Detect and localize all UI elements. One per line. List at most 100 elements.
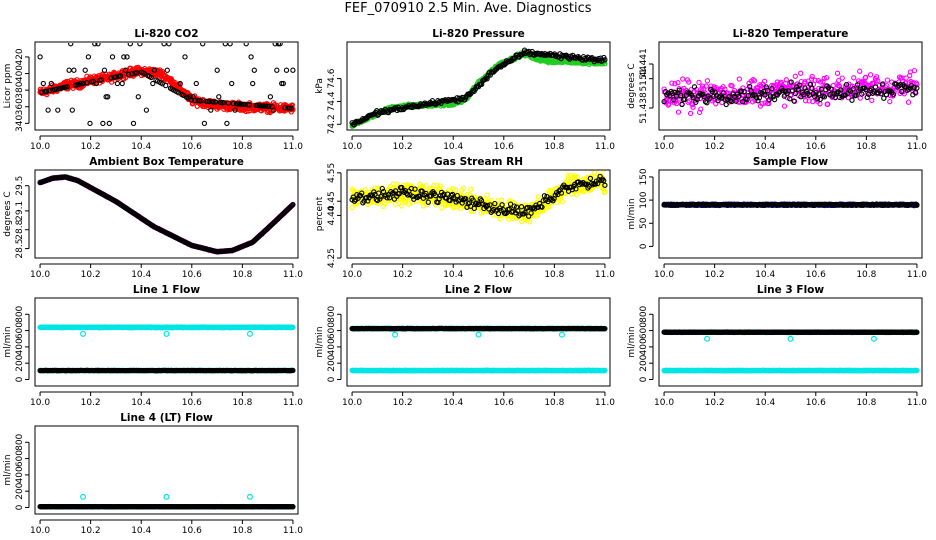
data-point <box>361 198 367 204</box>
x-tick-label: 10.6 <box>806 270 826 280</box>
x-tick-label: 10.4 <box>131 142 151 152</box>
data-point <box>676 87 682 93</box>
data-point <box>686 79 692 85</box>
data-point <box>119 80 125 87</box>
data-point <box>695 93 702 99</box>
data-point <box>428 193 434 199</box>
x-tick-label: 10.4 <box>755 142 775 152</box>
data-point <box>66 67 72 73</box>
data-point <box>250 80 256 87</box>
y-axis-label: Licor ppm <box>3 64 13 109</box>
data-point <box>708 83 714 89</box>
chart-title: Li-820 Pressure <box>432 28 525 40</box>
data-point <box>869 97 875 103</box>
data-point <box>884 77 891 83</box>
data-point <box>565 173 571 179</box>
x-tick-label: 10.8 <box>856 270 876 280</box>
data-point <box>499 202 505 208</box>
data-point <box>698 106 704 112</box>
y-tick-label: 340 <box>15 115 25 132</box>
data-point <box>373 196 379 203</box>
x-tick-label: 10.8 <box>232 142 252 152</box>
data-point <box>467 203 474 209</box>
data-point <box>723 101 729 108</box>
data-point <box>386 195 393 201</box>
x-tick-label: 10.2 <box>81 142 101 152</box>
data-point <box>778 79 784 85</box>
data-point <box>890 91 897 98</box>
chart-title: Sample Flow <box>753 156 828 168</box>
data-point <box>838 87 844 93</box>
data-point <box>129 71 135 77</box>
data-point <box>897 81 904 88</box>
data-point <box>887 98 893 105</box>
data-point <box>163 82 169 89</box>
data-point <box>791 98 797 104</box>
data-point <box>690 94 696 101</box>
data-point <box>161 43 167 47</box>
data-point <box>436 196 442 202</box>
data-point <box>736 76 742 82</box>
data-points <box>37 174 296 255</box>
y-tick-label: 51.44 <box>639 66 649 92</box>
data-point <box>166 43 172 47</box>
data-point <box>98 77 104 83</box>
data-point <box>836 94 843 101</box>
data-point <box>267 94 274 100</box>
data-point <box>69 107 75 113</box>
data-point <box>221 100 227 106</box>
data-point <box>524 48 530 55</box>
series-2-5-min-avg <box>349 47 608 128</box>
x-tick-label: 10.8 <box>232 270 252 280</box>
data-point <box>903 75 909 81</box>
data-point <box>230 100 236 107</box>
data-point <box>911 84 917 91</box>
data-point <box>691 84 698 90</box>
data-point <box>675 109 682 115</box>
data-point <box>677 92 684 99</box>
chart-title: Li-820 Temperature <box>733 28 849 40</box>
data-point <box>365 198 371 204</box>
data-point <box>675 90 681 96</box>
data-point <box>246 102 253 108</box>
data-point <box>349 205 355 211</box>
x-tick-label: 10.8 <box>856 142 876 152</box>
data-point <box>699 83 706 89</box>
data-point <box>709 88 716 95</box>
data-point <box>100 120 106 127</box>
data-point <box>809 85 815 91</box>
data-point <box>879 81 886 87</box>
data-point <box>453 187 459 193</box>
data-point <box>602 189 608 195</box>
data-point <box>724 96 731 103</box>
data-point <box>134 70 140 76</box>
x-tick-label: 10.6 <box>494 270 514 280</box>
data-point <box>135 94 141 100</box>
plot-frame <box>346 41 611 131</box>
data-point <box>814 95 821 102</box>
y-axis-label: ml/min <box>627 198 637 229</box>
data-point <box>182 54 188 60</box>
data-point <box>849 97 855 103</box>
data-point <box>896 74 903 80</box>
data-point <box>888 88 894 94</box>
data-point <box>817 79 824 85</box>
data-point <box>95 43 101 47</box>
data-point <box>192 97 198 104</box>
data-point <box>470 197 476 203</box>
data-point <box>672 81 678 87</box>
y-tick-label: 74.4 <box>327 91 337 111</box>
y-tick-label: 29.1 <box>15 201 25 221</box>
x-tick-label: 10.0 <box>30 142 50 152</box>
x-tick-label: 11.0 <box>907 142 927 152</box>
data-point <box>82 67 88 73</box>
data-point <box>85 54 92 60</box>
data-points <box>349 47 608 129</box>
data-point <box>707 95 713 101</box>
data-point <box>283 67 290 73</box>
data-point <box>198 98 204 104</box>
x-tick-label: 10.2 <box>393 270 413 280</box>
y-tick-label: 380 <box>15 81 25 98</box>
chart-title: Gas Stream RH <box>434 156 523 168</box>
